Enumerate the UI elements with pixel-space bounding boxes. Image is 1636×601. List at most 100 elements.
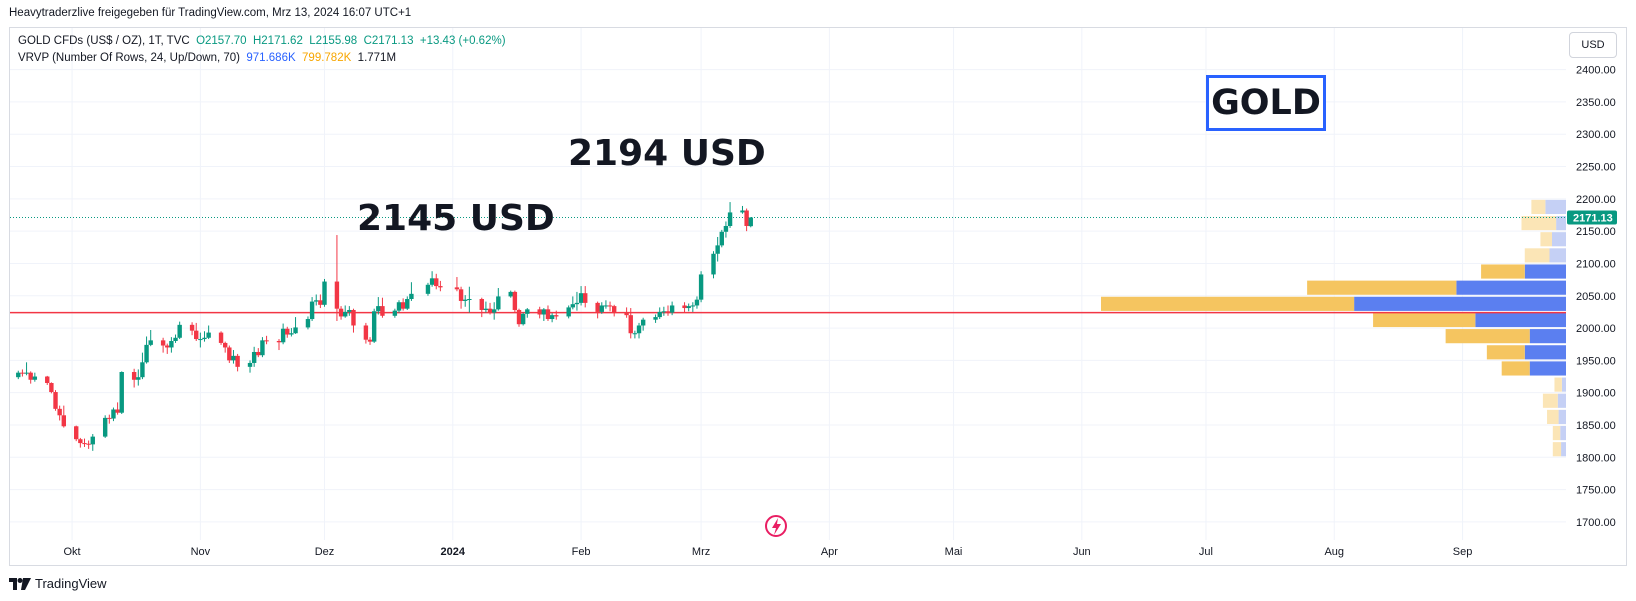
candle[interactable] bbox=[570, 296, 576, 310]
candle[interactable] bbox=[632, 330, 638, 339]
candle[interactable] bbox=[549, 313, 555, 323]
candle[interactable] bbox=[140, 352, 145, 380]
candle[interactable] bbox=[202, 331, 207, 342]
candle[interactable] bbox=[434, 273, 439, 290]
candle[interactable] bbox=[595, 301, 600, 319]
candle[interactable] bbox=[276, 339, 282, 351]
candle[interactable] bbox=[53, 390, 58, 411]
candle[interactable] bbox=[305, 316, 311, 330]
candle[interactable] bbox=[165, 343, 170, 354]
candle[interactable] bbox=[429, 271, 435, 287]
candle[interactable] bbox=[74, 425, 79, 442]
candle[interactable] bbox=[400, 298, 406, 311]
candle[interactable] bbox=[657, 307, 662, 320]
candle[interactable] bbox=[409, 282, 414, 301]
candle[interactable] bbox=[653, 314, 658, 323]
candle[interactable] bbox=[289, 328, 294, 337]
candle[interactable] bbox=[247, 360, 253, 373]
candle[interactable] bbox=[86, 440, 91, 449]
candle[interactable] bbox=[115, 402, 120, 415]
candle[interactable] bbox=[682, 302, 687, 313]
candle[interactable] bbox=[640, 317, 646, 331]
candle[interactable] bbox=[318, 294, 323, 309]
candle[interactable] bbox=[516, 308, 522, 327]
candle[interactable] bbox=[334, 235, 340, 321]
candle[interactable] bbox=[144, 336, 149, 364]
candle[interactable] bbox=[537, 306, 542, 319]
candle[interactable] bbox=[425, 282, 431, 296]
candle[interactable] bbox=[686, 303, 691, 312]
dividend-event-icon[interactable] bbox=[765, 515, 787, 537]
candle[interactable] bbox=[371, 308, 377, 343]
candle[interactable] bbox=[206, 325, 211, 340]
candle[interactable] bbox=[566, 305, 571, 319]
candle[interactable] bbox=[169, 337, 174, 353]
candle[interactable] bbox=[727, 202, 733, 228]
candle[interactable] bbox=[148, 330, 153, 347]
candle[interactable] bbox=[78, 437, 83, 448]
candle[interactable] bbox=[748, 217, 753, 228]
candle[interactable] bbox=[405, 296, 410, 310]
candle[interactable] bbox=[235, 353, 240, 372]
candle[interactable] bbox=[256, 348, 261, 358]
candle[interactable] bbox=[496, 288, 501, 311]
candle[interactable] bbox=[260, 337, 265, 358]
candle[interactable] bbox=[111, 407, 116, 422]
candle[interactable] bbox=[136, 369, 141, 386]
candle[interactable] bbox=[711, 251, 716, 279]
level-annotation[interactable]: 2145 USD bbox=[357, 198, 555, 239]
candle[interactable] bbox=[520, 312, 526, 326]
candle[interactable] bbox=[280, 323, 286, 345]
candle[interactable] bbox=[661, 306, 667, 316]
candle[interactable] bbox=[20, 369, 25, 377]
candle[interactable] bbox=[231, 350, 236, 364]
candle[interactable] bbox=[578, 286, 584, 306]
candle[interactable] bbox=[222, 341, 228, 353]
tradingview-footer[interactable]: TradingView bbox=[9, 576, 107, 591]
candle[interactable] bbox=[24, 362, 29, 376]
candle[interactable] bbox=[665, 305, 671, 316]
candle[interactable] bbox=[719, 229, 724, 248]
candle[interactable] bbox=[177, 321, 182, 340]
candle[interactable] bbox=[458, 286, 464, 309]
candle[interactable] bbox=[49, 382, 54, 394]
candle[interactable] bbox=[57, 405, 62, 421]
candle[interactable] bbox=[189, 322, 195, 336]
candle[interactable] bbox=[463, 295, 468, 307]
candle[interactable] bbox=[314, 294, 319, 306]
symbol-legend[interactable]: GOLD CFDs (US$ / OZ), 1T, TVC O2157.70 H… bbox=[18, 35, 506, 47]
candle[interactable] bbox=[61, 405, 66, 428]
candle[interactable] bbox=[376, 297, 381, 315]
gold-title-box[interactable]: GOLD bbox=[1206, 75, 1326, 131]
candle[interactable] bbox=[160, 337, 166, 353]
candle[interactable] bbox=[194, 322, 199, 341]
candle[interactable] bbox=[512, 290, 518, 313]
candle[interactable] bbox=[599, 302, 604, 314]
candle[interactable] bbox=[119, 371, 124, 415]
candle[interactable] bbox=[545, 305, 551, 321]
candle[interactable] bbox=[131, 368, 137, 388]
candle[interactable] bbox=[628, 308, 633, 339]
vrvp-legend[interactable]: VRVP (Number Of Rows, 24, Up/Down, 70) 9… bbox=[18, 52, 396, 64]
candle[interactable] bbox=[698, 271, 704, 303]
candle[interactable] bbox=[227, 345, 232, 363]
candle[interactable] bbox=[454, 277, 460, 292]
candle[interactable] bbox=[28, 371, 33, 384]
candle[interactable] bbox=[491, 302, 497, 320]
candle[interactable] bbox=[694, 296, 700, 309]
candle[interactable] bbox=[367, 337, 373, 345]
candle[interactable] bbox=[293, 317, 298, 334]
candle[interactable] bbox=[351, 308, 356, 333]
candle[interactable] bbox=[16, 370, 21, 380]
candle[interactable] bbox=[525, 308, 530, 318]
candle[interactable] bbox=[218, 331, 224, 345]
candle[interactable] bbox=[285, 326, 290, 338]
candle[interactable] bbox=[396, 300, 402, 313]
candle[interactable] bbox=[90, 434, 95, 451]
candle[interactable] bbox=[392, 308, 398, 318]
candle[interactable] bbox=[309, 297, 315, 321]
candle[interactable] bbox=[669, 301, 675, 316]
candle[interactable] bbox=[487, 302, 493, 315]
currency-button[interactable]: USD bbox=[1569, 32, 1617, 58]
